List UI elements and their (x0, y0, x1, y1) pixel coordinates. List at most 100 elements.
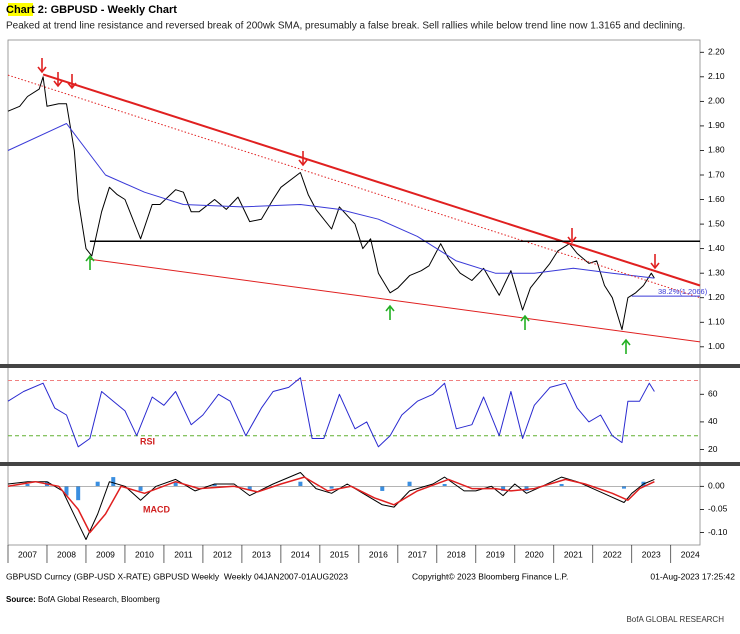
y-tick-label: 1.00 (708, 341, 725, 351)
panel-separator (0, 364, 740, 368)
chart-title: Chart 2: GBPUSD - Weekly Chart (6, 4, 177, 16)
panel-separator (0, 462, 740, 466)
y-tick-label: 1.90 (708, 120, 725, 130)
y-tick-label: -0.10 (708, 527, 728, 537)
arrow-part (621, 338, 631, 346)
x-tick-label: 2016 (369, 549, 388, 559)
histogram-bar (298, 481, 303, 487)
arrow-part (385, 304, 395, 312)
arrow (567, 228, 577, 244)
histogram-bar (501, 486, 506, 491)
y-tick-label: 2.00 (708, 96, 725, 106)
histogram-bar (380, 486, 385, 491)
x-tick-label: 2008 (57, 549, 76, 559)
arrow-part (37, 66, 47, 74)
rsi-label: RSI (140, 436, 155, 446)
arrow-part (67, 82, 77, 90)
arrow (85, 254, 95, 270)
source-label: Source: (6, 595, 36, 604)
series-line (7, 123, 655, 279)
histogram-bar (173, 482, 178, 487)
arrow (621, 338, 631, 354)
x-tick-label: 2018 (447, 549, 466, 559)
histogram-bar (212, 484, 217, 487)
title-rest: USD - Weekly Chart (74, 4, 177, 16)
y-tick-label: 1.40 (708, 243, 725, 253)
source-text: BofA Global Research, Bloomberg (36, 595, 160, 604)
x-tick-label: 2007 (18, 549, 37, 559)
arrow (298, 151, 308, 167)
x-tick-label: 2017 (408, 549, 427, 559)
y-tick-label: -0.05 (708, 504, 728, 514)
x-tick-label: 2024 (681, 549, 700, 559)
arrow (53, 72, 63, 88)
series-line (7, 74, 701, 299)
y-tick-label: 2.10 (708, 71, 725, 81)
x-tick-label: 2010 (135, 549, 154, 559)
arrow (67, 74, 77, 90)
series-line (7, 476, 655, 534)
x-tick-label: 2009 (96, 549, 115, 559)
x-tick-label: 2015 (330, 549, 349, 559)
histogram-bar (64, 486, 69, 496)
arrow-part (567, 236, 577, 244)
series-line (7, 377, 655, 448)
histogram-bar (559, 484, 564, 487)
x-tick-label: 2013 (252, 549, 271, 559)
y-tick-label: 1.60 (708, 194, 725, 204)
arrow-part (520, 314, 530, 322)
x-tick-label: 2021 (564, 549, 583, 559)
histogram-bar (95, 481, 100, 487)
histogram-bar (329, 486, 334, 489)
brand: BofA GLOBAL RESEARCH (626, 615, 724, 624)
x-tick-label: 2011 (174, 549, 193, 559)
histogram-bar (442, 484, 447, 487)
histogram-bar (407, 481, 412, 487)
histogram-bar (111, 477, 116, 487)
series-line (7, 76, 655, 331)
subtitle: Peaked at trend line resistance and reve… (6, 21, 685, 32)
y-tick-label: 40 (708, 416, 718, 426)
source: Source: BofA Global Research, Bloomberg (6, 595, 160, 604)
histogram-bar (621, 486, 626, 489)
x-tick-label: 2012 (213, 549, 232, 559)
arrow (385, 304, 395, 320)
y-tick-label: 20 (708, 444, 718, 454)
histogram-bar (247, 486, 252, 491)
histogram-bar (76, 486, 81, 501)
x-tick-label: 2014 (291, 549, 310, 559)
y-tick-label: 1.10 (708, 317, 725, 327)
y-tick-label: 1.30 (708, 267, 725, 277)
footer-right: 01-Aug-2023 17:25:42 (650, 571, 735, 581)
arrow (650, 254, 660, 270)
x-tick-label: 2020 (525, 549, 544, 559)
y-tick-label: 1.80 (708, 145, 725, 155)
y-tick-label: 2.20 (708, 47, 725, 57)
y-tick-label: 1.70 (708, 169, 725, 179)
title-highlight-box (8, 3, 33, 16)
y-tick-label: 60 (708, 389, 718, 399)
arrow-part (650, 262, 660, 270)
y-tick-label: 1.50 (708, 218, 725, 228)
x-tick-label: 2019 (486, 549, 505, 559)
footer-left: GBPUSD Curncy (GBP-USD X-RATE) GBPUSD We… (6, 571, 348, 581)
y-tick-label: 1.20 (708, 292, 725, 302)
y-tick-label: 0.00 (708, 481, 725, 491)
x-tick-label: 2023 (642, 549, 661, 559)
x-tick-label: 2022 (603, 549, 622, 559)
arrow-part (53, 80, 63, 88)
arrow (520, 314, 530, 330)
title-highlight: GBP (51, 4, 75, 16)
arrow-part (85, 254, 95, 262)
series-line (42, 73, 701, 287)
plot-frame (7, 39, 701, 546)
histogram-bar (138, 486, 143, 491)
macd-label: MACD (143, 504, 170, 514)
annotation: 38.2%(1.2066) (658, 287, 708, 296)
arrow-part (298, 159, 308, 167)
series-line (89, 258, 701, 343)
title-prefix: Chart 2: (6, 4, 51, 16)
footer-center: Copyright© 2023 Bloomberg Finance L.P. (412, 571, 568, 581)
histogram-bar (25, 484, 30, 487)
